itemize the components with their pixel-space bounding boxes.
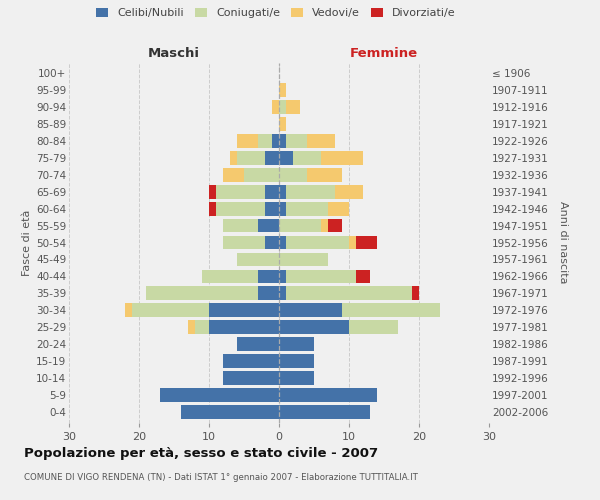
Bar bbox=[216, 202, 265, 215]
Bar bbox=[286, 236, 349, 250]
Bar bbox=[279, 252, 328, 266]
Text: COMUNE DI VIGO RENDENA (TN) - Dati ISTAT 1° gennaio 2007 - Elaborazione TUTTITAL: COMUNE DI VIGO RENDENA (TN) - Dati ISTAT… bbox=[24, 472, 418, 482]
Bar bbox=[146, 286, 258, 300]
Bar bbox=[279, 184, 286, 198]
Bar bbox=[279, 320, 349, 334]
Bar bbox=[307, 168, 342, 181]
Bar bbox=[286, 286, 412, 300]
Bar bbox=[293, 150, 321, 164]
Bar bbox=[321, 150, 363, 164]
Bar bbox=[132, 304, 209, 318]
Legend: Celibi/Nubili, Coniugati/e, Vedovi/e, Divorziati/e: Celibi/Nubili, Coniugati/e, Vedovi/e, Di… bbox=[92, 4, 460, 23]
Bar bbox=[258, 134, 272, 147]
Bar bbox=[265, 236, 279, 250]
Text: Popolazione per età, sesso e stato civile - 2007: Popolazione per età, sesso e stato civil… bbox=[24, 448, 378, 460]
Bar bbox=[188, 320, 195, 334]
Bar bbox=[335, 184, 363, 198]
Bar bbox=[286, 134, 307, 147]
Bar bbox=[265, 184, 279, 198]
Bar bbox=[286, 100, 300, 114]
Bar bbox=[272, 100, 279, 114]
Bar bbox=[307, 134, 335, 147]
Bar bbox=[349, 320, 398, 334]
Bar bbox=[356, 236, 377, 250]
Bar bbox=[230, 150, 237, 164]
Bar bbox=[258, 270, 279, 283]
Bar bbox=[279, 286, 286, 300]
Bar bbox=[279, 168, 307, 181]
Bar bbox=[209, 202, 216, 215]
Bar bbox=[412, 286, 419, 300]
Bar bbox=[160, 388, 279, 402]
Bar bbox=[181, 406, 279, 419]
Bar bbox=[237, 338, 279, 351]
Bar bbox=[279, 82, 286, 96]
Bar bbox=[237, 150, 265, 164]
Bar bbox=[265, 150, 279, 164]
Bar bbox=[279, 304, 342, 318]
Bar bbox=[216, 184, 265, 198]
Bar bbox=[258, 286, 279, 300]
Bar bbox=[279, 134, 286, 147]
Bar bbox=[279, 354, 314, 368]
Bar bbox=[279, 100, 286, 114]
Bar bbox=[223, 168, 244, 181]
Bar bbox=[279, 236, 286, 250]
Y-axis label: Fasce di età: Fasce di età bbox=[22, 210, 32, 276]
Bar bbox=[279, 372, 314, 386]
Bar bbox=[237, 134, 258, 147]
Y-axis label: Anni di nascita: Anni di nascita bbox=[558, 201, 568, 284]
Bar bbox=[286, 270, 356, 283]
Bar bbox=[286, 184, 335, 198]
Bar bbox=[342, 304, 440, 318]
Bar bbox=[209, 320, 279, 334]
Bar bbox=[356, 270, 370, 283]
Bar bbox=[223, 236, 265, 250]
Bar bbox=[209, 184, 216, 198]
Bar bbox=[272, 134, 279, 147]
Bar bbox=[328, 202, 349, 215]
Bar bbox=[279, 406, 370, 419]
Bar bbox=[223, 218, 258, 232]
Text: Maschi: Maschi bbox=[148, 47, 200, 60]
Bar bbox=[279, 116, 286, 130]
Bar bbox=[237, 252, 279, 266]
Bar bbox=[223, 372, 279, 386]
Bar bbox=[279, 218, 321, 232]
Bar bbox=[349, 236, 356, 250]
Bar bbox=[286, 202, 328, 215]
Bar bbox=[279, 202, 286, 215]
Bar bbox=[279, 338, 314, 351]
Bar bbox=[279, 270, 286, 283]
Bar bbox=[195, 320, 209, 334]
Bar bbox=[258, 218, 279, 232]
Bar bbox=[125, 304, 132, 318]
Bar bbox=[223, 354, 279, 368]
Text: Femmine: Femmine bbox=[350, 47, 418, 60]
Bar bbox=[328, 218, 342, 232]
Bar bbox=[202, 270, 258, 283]
Bar bbox=[321, 218, 328, 232]
Bar bbox=[279, 388, 377, 402]
Bar bbox=[209, 304, 279, 318]
Bar bbox=[244, 168, 279, 181]
Bar bbox=[265, 202, 279, 215]
Bar bbox=[279, 150, 293, 164]
